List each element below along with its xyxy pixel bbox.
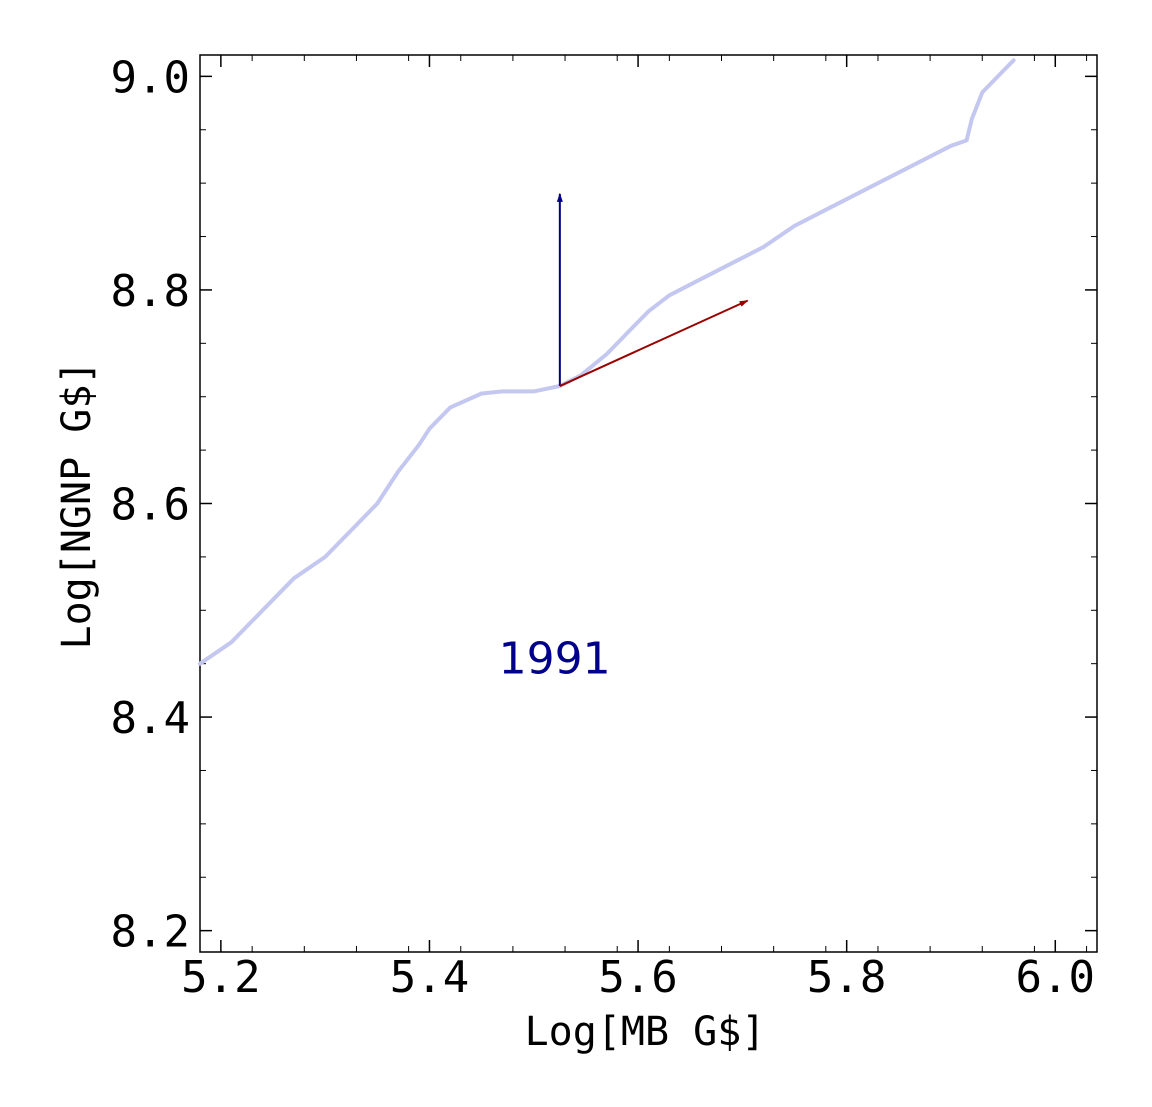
x-tick-label: 5.4: [390, 952, 469, 1003]
x-tick-label: 6.0: [1016, 952, 1095, 1003]
series-layer: [198, 58, 1016, 666]
x-axis-label: Log[MB G$]: [525, 1009, 766, 1055]
vector-arrow-1: [559, 299, 749, 387]
y-tick-label: 8.8: [111, 266, 190, 317]
y-axis-label: Log[NGNP G$]: [54, 361, 100, 650]
annotation-label: 1991: [499, 633, 611, 684]
series-line-0: [198, 58, 1016, 666]
y-tick-label: 8.2: [111, 907, 190, 958]
x-tick-label: 5.2: [181, 952, 260, 1003]
vector-layer: [556, 192, 749, 387]
y-tick-label: 8.4: [111, 693, 190, 744]
label-layer: 1991: [499, 633, 611, 684]
plot-frame: [199, 54, 1098, 953]
ticks: 5.2 5.4 5.6 5.8 6.0 8.2 8.4 8.6 8.8 9.0: [111, 52, 1097, 1003]
y-tick-label: 9.0: [111, 52, 190, 103]
x-tick-label: 5.8: [807, 952, 886, 1003]
x-tick-label: 5.6: [598, 952, 677, 1003]
y-tick-label: 8.6: [111, 480, 190, 531]
